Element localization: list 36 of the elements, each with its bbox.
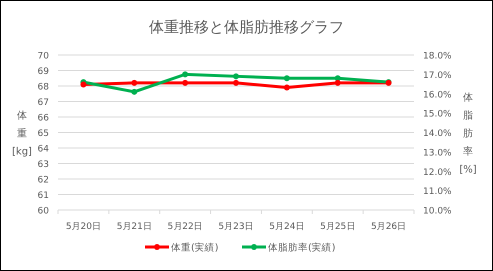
y-tick-label: 60	[38, 206, 50, 216]
y2-tick-label: 11.0%	[423, 187, 452, 198]
y2-tick-label: 15.0%	[423, 110, 452, 120]
point	[284, 75, 290, 82]
x-tick-label: 5月24日	[269, 222, 304, 232]
y2-tick-label: 12.0%	[423, 168, 452, 178]
y-tick-label: 63	[38, 160, 49, 170]
point	[131, 88, 138, 95]
y-tick-label: 65	[38, 129, 49, 139]
x-tick-label: 5月26日	[370, 222, 406, 232]
y-tick-label: 69	[38, 67, 50, 77]
x-tick-label: 5月22日	[168, 222, 203, 232]
y-tick-label: 61	[38, 191, 49, 201]
chart-title: 体重推移と体脂肪推移グラフ	[149, 18, 344, 36]
y-axis-title: 体重[kg]	[12, 110, 32, 158]
x-tick-label: 5月20日	[66, 222, 102, 232]
y2-tick-label: 10.0%	[423, 206, 452, 216]
y2-axis-title: 体脂肪率[%]	[459, 92, 477, 176]
x-tick-label: 5月23日	[218, 222, 254, 232]
y2-tick-label: 14.0%	[423, 129, 452, 139]
legend-label: 体脂肪率(実績)	[268, 242, 336, 254]
y2-tick-label: 16.0%	[423, 90, 452, 100]
x-tick-label: 5月21日	[116, 222, 152, 232]
legend-label: 体重(実績)	[171, 242, 218, 254]
y-tick-label: 67	[38, 98, 49, 108]
y-tick-label: 66	[38, 114, 50, 124]
y2-tick-label: 18.0%	[423, 52, 452, 62]
y2-tick-label: 13.0%	[423, 148, 452, 158]
y-tick-label: 62	[38, 176, 49, 186]
y-tick-label: 68	[38, 82, 50, 92]
x-tick-label: 5月25日	[320, 222, 356, 232]
point	[182, 71, 188, 78]
y2-tick-label: 17.0%	[423, 70, 452, 81]
y-tick-label: 70	[38, 52, 50, 62]
y-tick-label: 64	[38, 144, 50, 154]
point	[233, 73, 239, 80]
